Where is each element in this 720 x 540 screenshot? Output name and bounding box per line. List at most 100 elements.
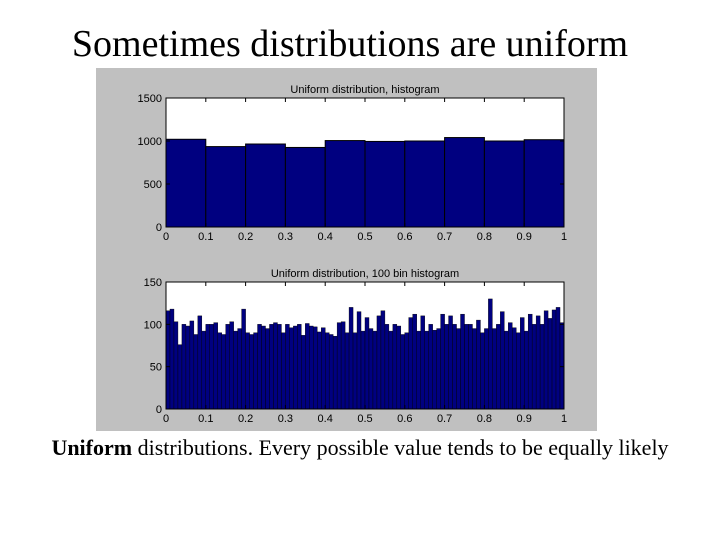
histogram-100-bar	[480, 332, 485, 410]
histogram-10-bar	[523, 139, 565, 228]
histogram-100-bar	[412, 313, 417, 410]
histogram-100-xtick-label: 0.5	[357, 413, 372, 425]
histogram-100-bar	[424, 330, 429, 410]
histogram-100-xtick-label: 1	[561, 413, 567, 425]
histogram-100-bar	[169, 308, 175, 410]
caption-text: distributions. Every possible value tend…	[132, 435, 669, 460]
histogram-100-bar	[173, 321, 179, 410]
histogram-100-bar	[181, 324, 187, 410]
histogram-100-bar	[508, 322, 513, 410]
histogram-100-bar	[551, 309, 557, 410]
histogram-100-bar	[472, 328, 477, 410]
histogram-100-xtick-label: 0.2	[238, 413, 253, 425]
histogram-10-bar	[444, 137, 485, 228]
histogram-100-bar	[360, 330, 366, 410]
histogram-10-ytick-label: 1500	[138, 93, 162, 105]
histogram-100-bar	[520, 317, 525, 410]
histogram-10-bar	[284, 146, 326, 228]
histogram-100-bar	[400, 334, 406, 410]
histogram-100-bar	[324, 332, 330, 410]
histogram-100-bar	[265, 328, 270, 410]
histogram-100-bar	[376, 315, 382, 410]
histogram-100-bar	[189, 320, 195, 410]
histogram-10-bar	[404, 140, 446, 228]
histogram-100-ytick-label: 150	[144, 277, 162, 289]
histogram-100-bar	[456, 328, 461, 410]
histogram-100-bar	[356, 311, 362, 410]
histogram-10-title: Uniform distribution, histogram	[290, 84, 439, 96]
histogram-10-xtick-label: 0.7	[437, 231, 452, 243]
histogram-100-xtick-label: 0	[163, 413, 169, 425]
histogram-100-bar	[372, 330, 378, 410]
histogram-100-bar	[404, 332, 409, 410]
histogram-100-bar	[396, 325, 402, 410]
histogram-100-bar	[277, 324, 282, 410]
histogram-100-bar	[221, 334, 226, 410]
histogram-100-bar	[488, 298, 493, 410]
histogram-10-ytick-label: 500	[144, 179, 162, 191]
histogram-100-bar	[464, 324, 469, 410]
histogram-10-xtick-label: 1	[561, 231, 567, 243]
histogram-10-bar	[205, 146, 247, 228]
histogram-100-bar	[185, 325, 191, 410]
histogram-10-xtick-label: 0	[163, 231, 169, 243]
histogram-100-bar	[201, 330, 206, 410]
histogram-100-bar	[332, 335, 338, 410]
histogram-100-bar	[237, 328, 242, 410]
histogram-100-bar	[543, 310, 549, 410]
histogram-100-bar	[253, 332, 258, 410]
histogram-100-bar	[193, 334, 199, 410]
histogram-100-bar	[229, 321, 234, 410]
histogram-100-bar	[344, 332, 350, 410]
histogram-100-bar	[364, 317, 370, 410]
histogram-100-xtick-label: 0.7	[437, 413, 452, 425]
histogram-100-bar	[197, 315, 203, 410]
histogram-100-bar	[547, 318, 553, 410]
histogram-100-bar	[225, 324, 230, 410]
histogram-100-bar	[348, 307, 354, 410]
histogram-100-bar	[249, 334, 254, 410]
histogram-100-bar	[241, 308, 246, 410]
histogram-100-xtick-label: 0.8	[477, 413, 492, 425]
histogram-100-xtick-label: 0.4	[318, 413, 333, 425]
slide-title: Sometimes distributions are uniform	[71, 23, 629, 65]
histogram-100-bar	[301, 335, 306, 410]
histogram-100-bar	[512, 327, 517, 410]
histogram-100-bar	[317, 331, 322, 410]
histogram-100-bar	[504, 330, 509, 410]
histogram-100-bar	[261, 325, 266, 410]
histogram-10-xtick-label: 0.9	[517, 231, 532, 243]
histogram-100-bar	[313, 326, 318, 410]
histogram-100-bar	[555, 307, 561, 410]
histogram-10-xtick-label: 0.6	[397, 231, 412, 243]
histogram-100-bar	[289, 327, 294, 410]
histogram-100-bar	[245, 332, 250, 410]
histogram-100-ytick-label: 50	[150, 362, 162, 374]
histogram-100-bar	[273, 322, 278, 410]
histogram-100-bar	[380, 310, 386, 410]
histogram-100-bar	[269, 324, 274, 410]
histogram-100-bar	[384, 324, 390, 410]
histogram-100-bar	[257, 324, 262, 410]
histogram-100-ytick-label: 0	[156, 404, 162, 416]
histogram-100-bar	[368, 328, 374, 410]
caption-bold-term: Uniform	[51, 435, 133, 460]
histogram-100-bar	[233, 330, 238, 410]
histogram-100-bar	[293, 325, 298, 410]
histogram-100-bar	[340, 321, 346, 410]
caption: Uniform distributions. Every possible va…	[0, 435, 720, 461]
histogram-100-bar	[309, 325, 314, 410]
histogram-100-bar	[500, 311, 505, 410]
histogram-100-bar	[352, 332, 358, 410]
histogram-10-bar	[483, 140, 525, 228]
histogram-10-xtick-label: 0.4	[318, 231, 333, 243]
histogram-10-xtick-label: 0.8	[477, 231, 492, 243]
histogram-100-bar	[496, 324, 501, 410]
histogram-100-bar	[492, 328, 497, 410]
histogram-100-bar	[524, 330, 529, 410]
figure-panel: Uniform distribution, histogram 0 0.1 0.2 0.…	[96, 68, 597, 431]
histogram-100-bar	[448, 315, 453, 410]
histogram-100-bar	[297, 324, 302, 410]
histogram-100-bar	[531, 324, 537, 410]
histogram-100-bar	[527, 313, 533, 410]
